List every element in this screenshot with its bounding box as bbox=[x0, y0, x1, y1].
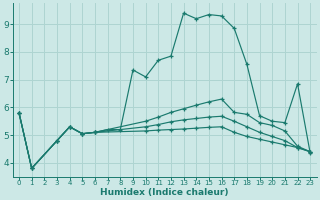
X-axis label: Humidex (Indice chaleur): Humidex (Indice chaleur) bbox=[100, 188, 229, 197]
